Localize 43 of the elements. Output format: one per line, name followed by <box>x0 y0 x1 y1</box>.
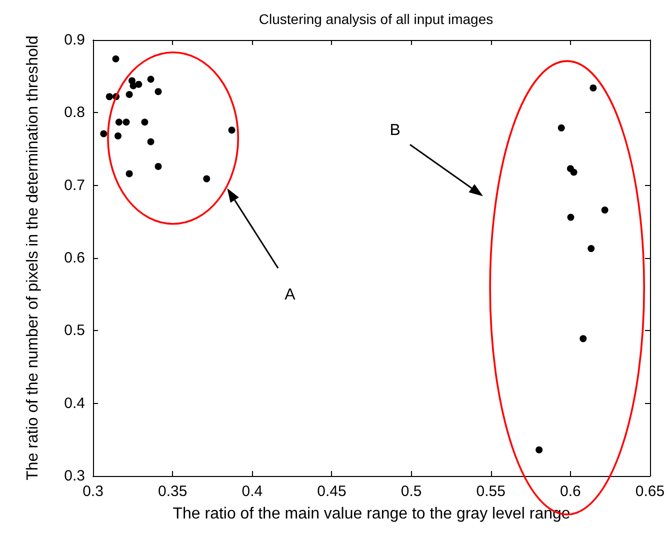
x-tick-label: 0.5 <box>400 483 422 500</box>
x-tick-label: 0.65 <box>635 483 665 500</box>
point <box>580 335 587 342</box>
point <box>114 132 122 140</box>
point <box>100 130 108 138</box>
x-tick-label: 0.45 <box>317 483 346 500</box>
point <box>106 93 113 100</box>
point <box>570 168 578 176</box>
y-tick-label: 0.7 <box>64 176 85 194</box>
point <box>126 91 133 98</box>
point <box>141 118 148 126</box>
y-tick-label: 0.5 <box>64 322 85 340</box>
point <box>115 118 122 126</box>
point <box>126 170 133 178</box>
point <box>147 138 154 146</box>
point <box>154 88 162 96</box>
x-tick-label: 0.35 <box>158 483 188 500</box>
x-tick-label: 0.55 <box>476 483 506 500</box>
annotation: A <box>284 286 296 304</box>
point <box>147 76 154 83</box>
point <box>558 124 565 132</box>
point <box>590 84 597 92</box>
point <box>601 206 608 214</box>
x-tick-label: 0.6 <box>560 483 581 500</box>
y-tick-label: 0.3 <box>64 468 85 484</box>
x-tick-label: 0.3 <box>82 483 104 500</box>
point <box>588 245 595 252</box>
point <box>203 175 210 182</box>
point <box>536 446 543 454</box>
point <box>122 118 130 126</box>
annotation: B <box>390 122 400 140</box>
point <box>112 55 120 62</box>
y-tick-label: 0.4 <box>64 394 85 412</box>
point <box>567 214 574 221</box>
y-tick-label: 0.9 <box>64 32 85 48</box>
point <box>135 80 142 88</box>
point <box>154 162 162 170</box>
y-axis-title: The ratio of the number of pixels in the determination threshold <box>24 36 42 480</box>
point <box>228 126 236 134</box>
x-tick-label: 0.4 <box>242 483 263 500</box>
chart-title: Clustering analysis of all input images <box>258 11 494 27</box>
y-tick-label: 0.8 <box>64 104 85 122</box>
y-tick-label: 0.6 <box>64 250 85 266</box>
